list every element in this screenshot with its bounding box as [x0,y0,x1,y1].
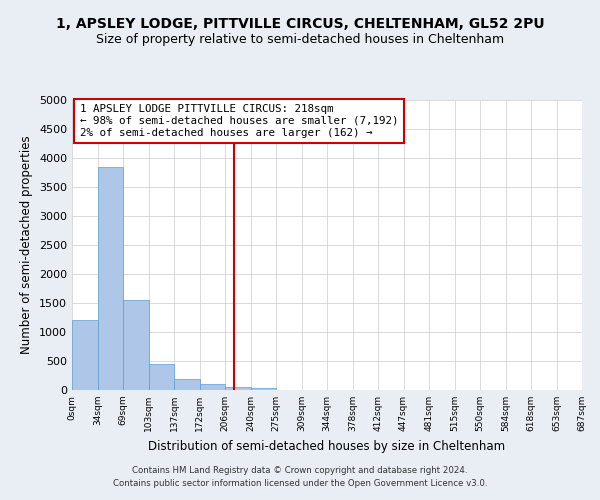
Text: 1 APSLEY LODGE PITTVILLE CIRCUS: 218sqm
← 98% of semi-detached houses are smalle: 1 APSLEY LODGE PITTVILLE CIRCUS: 218sqm … [80,104,398,138]
Bar [225,386,251,390]
Bar [123,300,149,390]
Text: Size of property relative to semi-detached houses in Cheltenham: Size of property relative to semi-detach… [96,32,504,46]
Bar [199,384,225,390]
Y-axis label: Number of semi-detached properties: Number of semi-detached properties [20,136,34,354]
Bar [174,379,199,390]
X-axis label: Distribution of semi-detached houses by size in Cheltenham: Distribution of semi-detached houses by … [148,440,506,452]
Bar [251,388,276,390]
Text: Contains HM Land Registry data © Crown copyright and database right 2024.
Contai: Contains HM Land Registry data © Crown c… [113,466,487,487]
Bar [72,320,97,390]
Bar [97,168,123,390]
Bar [149,364,174,390]
Text: 1, APSLEY LODGE, PITTVILLE CIRCUS, CHELTENHAM, GL52 2PU: 1, APSLEY LODGE, PITTVILLE CIRCUS, CHELT… [56,18,544,32]
